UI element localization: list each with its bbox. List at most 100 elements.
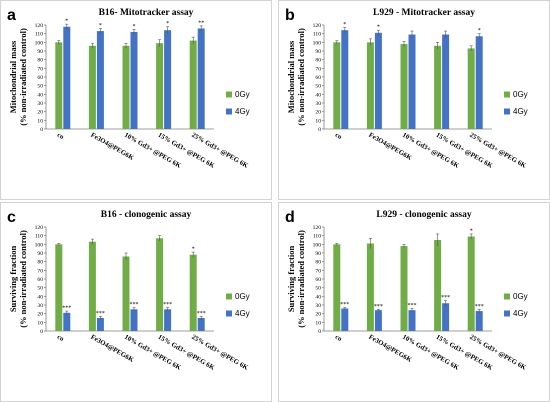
y-tick-label: 90 xyxy=(37,49,43,55)
panel-letter: b xyxy=(285,7,295,24)
panel-letter: c xyxy=(7,209,16,226)
y-tick-label: 60 xyxy=(315,75,321,81)
y-tick-label: 100 xyxy=(313,40,322,46)
legend-label-4Gy: 4Gy xyxy=(513,309,528,318)
x-category-label-2: 10% Gd3+ @PEG 6K xyxy=(401,334,461,372)
bar-4Gy-2 xyxy=(130,31,138,129)
x-category-label-0: co xyxy=(56,132,66,142)
y-axis-label-line2: (% non-irradiated control) xyxy=(296,230,306,328)
y-axis-label-line2: (% non-irradiated control) xyxy=(18,28,28,126)
x-category-label-group: 15% Gd3+ @PEG 6K xyxy=(435,334,495,372)
significance-marker: *** xyxy=(408,303,417,309)
bar-0Gy-1 xyxy=(88,241,96,331)
y-tick-label: 100 xyxy=(35,40,44,46)
x-category-label-3: 15% Gd3+ @PEG 6K xyxy=(435,334,495,372)
y-tick-label: 50 xyxy=(315,286,321,292)
y-tick-label: 0 xyxy=(40,329,43,335)
chart-panel-a: a B16- Mitotracker assay Mitochondrial mas… xyxy=(0,0,272,200)
bar-4Gy-3 xyxy=(442,303,450,331)
bar-4Gy-3 xyxy=(164,309,172,331)
y-tick-label: 40 xyxy=(315,92,321,98)
y-axis-label-line1: Surviving fraction xyxy=(8,246,18,313)
y-tick-label: 40 xyxy=(315,294,321,300)
y-tick-label: 70 xyxy=(315,268,321,274)
bar-0Gy-2 xyxy=(122,45,130,129)
legend-swatch-4Gy xyxy=(226,108,232,115)
significance-marker: *** xyxy=(130,302,139,308)
panel-letter: a xyxy=(7,7,16,24)
bar-0Gy-3 xyxy=(434,240,442,331)
significance-marker: *** xyxy=(62,306,71,312)
significance-marker: *** xyxy=(163,302,172,308)
bar-4Gy-1 xyxy=(374,310,382,331)
panel-title: B16 - clonogenic assay xyxy=(101,210,192,220)
x-category-label-group: 15% Gd3+ @PEG 6K xyxy=(157,132,217,170)
significance-marker: *** xyxy=(96,311,105,317)
panel-title: L929 - Mitotracker assay xyxy=(373,8,475,18)
legend-label-4Gy: 4Gy xyxy=(513,107,528,116)
y-tick-label: 10 xyxy=(315,320,321,326)
y-tick-label: 20 xyxy=(37,312,43,318)
significance-marker: * xyxy=(343,22,346,28)
significance-marker: * xyxy=(192,247,195,253)
y-tick-label: 60 xyxy=(37,75,43,81)
y-tick-label: 90 xyxy=(37,251,43,257)
significance-marker: * xyxy=(377,25,380,31)
bar-0Gy-2 xyxy=(400,246,408,331)
significance-marker: *** xyxy=(374,304,383,310)
bar-0Gy-1 xyxy=(88,45,96,129)
y-tick-label: 0 xyxy=(318,329,321,335)
bar-4Gy-4 xyxy=(475,36,483,130)
bar-4Gy-0 xyxy=(341,30,349,130)
legend-swatch-4Gy xyxy=(226,310,232,317)
x-category-label-0: co xyxy=(56,334,66,344)
y-tick-label: 120 xyxy=(313,225,322,231)
x-category-label-0: co xyxy=(334,334,344,344)
y-tick-label: 0 xyxy=(40,127,43,133)
y-tick-label: 70 xyxy=(315,66,321,72)
x-category-label-group: 25% Gd3+ @PEG 6K xyxy=(468,132,528,170)
bar-4Gy-3 xyxy=(442,34,450,129)
x-category-label-4: 25% Gd3+ @PEG 6K xyxy=(190,132,250,170)
x-category-label-group: 15% Gd3+ @PEG 6K xyxy=(157,334,217,372)
legend-label-4Gy: 4Gy xyxy=(235,107,250,116)
y-tick-label: 80 xyxy=(37,260,43,266)
x-category-label-2: 10% Gd3+ @PEG 6K xyxy=(123,334,183,372)
bar-0Gy-0 xyxy=(55,244,63,331)
x-category-label-group: 25% Gd3+ @PEG 6K xyxy=(190,132,250,170)
y-tick-label: 40 xyxy=(37,92,43,98)
x-category-label-group: 10% Gd3+ @PEG 6K xyxy=(401,132,461,170)
significance-marker: * xyxy=(133,24,136,30)
y-tick-label: 30 xyxy=(315,303,321,309)
y-axis-label: Surviving fraction (% non-irradiated cont… xyxy=(8,230,28,328)
bar-4Gy-2 xyxy=(130,309,138,331)
bar-0Gy-3 xyxy=(156,238,164,331)
legend-label-0Gy: 0Gy xyxy=(235,90,250,99)
x-category-label-2: 10% Gd3+ @PEG 6K xyxy=(401,132,461,170)
bar-0Gy-1 xyxy=(366,243,374,331)
y-axis-label: Mitochondrial mass (% non-irradiated cont… xyxy=(286,28,306,126)
y-tick-label: 10 xyxy=(37,320,43,326)
chart-panel-c: c B16 - clonogenic assay Surviving fractio… xyxy=(0,202,272,402)
y-tick-label: 110 xyxy=(313,32,321,38)
y-tick-label: 80 xyxy=(315,260,321,266)
y-tick-label: 30 xyxy=(315,101,321,107)
legend-swatch-4Gy xyxy=(504,108,510,115)
x-category-label-0: co xyxy=(334,132,344,142)
bar-0Gy-2 xyxy=(122,256,130,331)
significance-marker: *** xyxy=(197,311,206,317)
significance-marker: *** xyxy=(340,302,349,308)
x-category-label-group: 25% Gd3+ @PEG 6K xyxy=(190,334,250,372)
y-tick-label: 60 xyxy=(37,277,43,283)
bar-0Gy-1 xyxy=(366,42,374,130)
bar-4Gy-3 xyxy=(164,30,172,130)
y-axis-label: Surviving fraction (% non-irradiated cont… xyxy=(286,230,306,328)
bar-0Gy-3 xyxy=(156,43,164,130)
significance-marker: * xyxy=(478,28,481,34)
y-axis-label-line2: (% non-irradiated control) xyxy=(18,230,28,328)
x-category-label-3: 15% Gd3+ @PEG 6K xyxy=(157,132,217,170)
x-category-label-group: co xyxy=(334,334,344,344)
bar-0Gy-4 xyxy=(467,48,475,129)
significance-marker: ** xyxy=(198,20,204,26)
